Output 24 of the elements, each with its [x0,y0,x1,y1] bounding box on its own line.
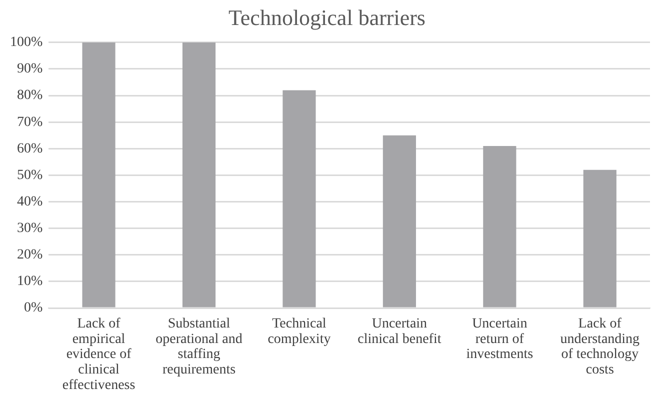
y-tick-label: 10% [16,274,43,290]
chart-title: Technological barriers [228,4,426,30]
x-tick-label: Technical complexity [268,316,331,347]
y-tick-label: 90% [16,62,43,77]
y-tick-label: 80% [16,88,43,104]
y-tick-label: 30% [16,220,43,236]
y-tick-label: 50% [16,168,43,183]
x-tick-label: Lack of empirical evidence of clinical effectiveness [62,316,136,393]
x-tick-label: Lack of understanding of technology costs [560,316,640,378]
y-tick-label: 100% [10,35,43,50]
y-tick-label: 40% [16,194,43,210]
y-tick-label: 70% [16,114,43,130]
y-tick-label: 60% [16,141,43,156]
y-tick-label: 0% [24,300,43,316]
bar [483,146,516,308]
bar [182,42,216,308]
x-tick-label: Uncertain clinical benefit [358,316,442,347]
y-tick-label: 20% [16,248,43,263]
x-tick-label: Uncertain return of investments [466,316,534,362]
bar [82,42,116,308]
bar [382,135,416,308]
bar [282,90,316,308]
x-tick-label: Substantial operational and staffing requirements [156,316,242,378]
bar [583,170,616,308]
